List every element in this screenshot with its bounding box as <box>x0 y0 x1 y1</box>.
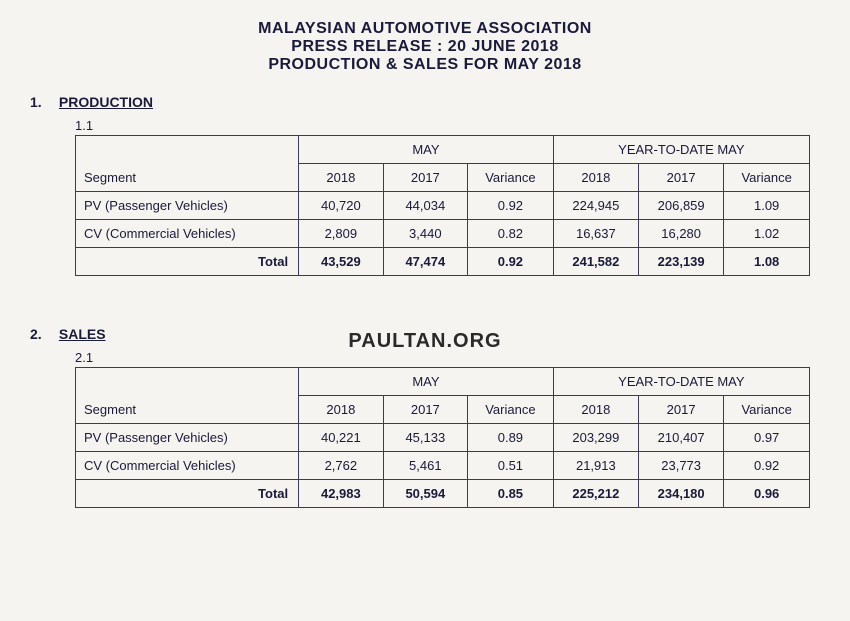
sales-table-wrapper: Segment MAY YEAR-TO-DATE MAY 2018 2017 V… <box>75 367 810 508</box>
data-cell: 0.82 <box>468 220 554 248</box>
data-cell: 0.92 <box>468 192 554 220</box>
table-row: Segment MAY YEAR-TO-DATE MAY <box>76 368 810 396</box>
total-cell: 234,180 <box>639 480 724 508</box>
production-table-wrapper: Segment MAY YEAR-TO-DATE MAY 2018 2017 V… <box>75 135 810 276</box>
total-label: Total <box>76 248 299 276</box>
section-production: 1. PRODUCTION 1.1 Segment MAY YEAR-TO-DA… <box>30 94 820 276</box>
total-cell: 42,983 <box>299 480 383 508</box>
sales-table: Segment MAY YEAR-TO-DATE MAY 2018 2017 V… <box>75 367 810 508</box>
section-heading-production: 1. PRODUCTION <box>30 94 820 110</box>
data-cell: 210,407 <box>639 424 724 452</box>
data-cell: 206,859 <box>639 192 724 220</box>
col-header: 2017 <box>639 396 724 424</box>
period-header-ytd: YEAR-TO-DATE MAY <box>553 136 809 164</box>
total-cell: 43,529 <box>299 248 383 276</box>
total-cell: 47,474 <box>383 248 467 276</box>
table-row: PV (Passenger Vehicles) 40,221 45,133 0.… <box>76 424 810 452</box>
subsection-num: 2.1 <box>75 350 820 365</box>
data-cell: 16,280 <box>639 220 724 248</box>
table-total-row: Total 43,529 47,474 0.92 241,582 223,139… <box>76 248 810 276</box>
production-table: Segment MAY YEAR-TO-DATE MAY 2018 2017 V… <box>75 135 810 276</box>
data-cell: 21,913 <box>553 452 638 480</box>
total-label: Total <box>76 480 299 508</box>
header-release: PRESS RELEASE : 20 JUNE 2018 <box>30 38 820 56</box>
section-title: SALES <box>59 326 106 342</box>
data-cell: 203,299 <box>553 424 638 452</box>
total-cell: 223,139 <box>639 248 724 276</box>
data-cell: 0.89 <box>468 424 554 452</box>
segment-cell: PV (Passenger Vehicles) <box>76 424 299 452</box>
segment-cell: CV (Commercial Vehicles) <box>76 220 299 248</box>
table-row: Segment MAY YEAR-TO-DATE MAY <box>76 136 810 164</box>
segment-cell: CV (Commercial Vehicles) <box>76 452 299 480</box>
table-row: PV (Passenger Vehicles) 40,720 44,034 0.… <box>76 192 810 220</box>
period-header-may: MAY <box>299 368 554 396</box>
data-cell: 5,461 <box>383 452 467 480</box>
data-cell: 1.02 <box>724 220 810 248</box>
data-cell: 224,945 <box>553 192 638 220</box>
col-header: 2018 <box>299 396 383 424</box>
data-cell: 2,809 <box>299 220 383 248</box>
data-cell: 45,133 <box>383 424 467 452</box>
table-total-row: Total 42,983 50,594 0.85 225,212 234,180… <box>76 480 810 508</box>
subsection-num: 1.1 <box>75 118 820 133</box>
section-num: 2. <box>30 326 55 342</box>
col-header: Variance <box>468 396 554 424</box>
segment-header: Segment <box>76 136 299 192</box>
total-cell: 0.92 <box>468 248 554 276</box>
col-header: Variance <box>724 396 810 424</box>
total-cell: 241,582 <box>553 248 638 276</box>
total-cell: 0.96 <box>724 480 810 508</box>
col-header: 2018 <box>299 164 383 192</box>
period-header-ytd: YEAR-TO-DATE MAY <box>553 368 809 396</box>
total-cell: 50,594 <box>383 480 467 508</box>
section-sales: 2. SALES 2.1 Segment MAY YEAR-TO-DATE MA… <box>30 326 820 508</box>
total-cell: 225,212 <box>553 480 638 508</box>
table-row: CV (Commercial Vehicles) 2,809 3,440 0.8… <box>76 220 810 248</box>
data-cell: 2,762 <box>299 452 383 480</box>
col-header: 2017 <box>383 396 467 424</box>
col-header: 2018 <box>553 164 638 192</box>
section-num: 1. <box>30 94 55 110</box>
col-header: 2017 <box>639 164 724 192</box>
data-cell: 23,773 <box>639 452 724 480</box>
data-cell: 1.09 <box>724 192 810 220</box>
document-header: MALAYSIAN AUTOMOTIVE ASSOCIATION PRESS R… <box>30 20 820 74</box>
col-header: Variance <box>468 164 554 192</box>
data-cell: 44,034 <box>383 192 467 220</box>
col-header: Variance <box>724 164 810 192</box>
section-heading-sales: 2. SALES <box>30 326 820 342</box>
total-cell: 1.08 <box>724 248 810 276</box>
header-org: MALAYSIAN AUTOMOTIVE ASSOCIATION <box>30 20 820 38</box>
total-cell: 0.85 <box>468 480 554 508</box>
data-cell: 16,637 <box>553 220 638 248</box>
header-subject: PRODUCTION & SALES FOR MAY 2018 <box>30 56 820 74</box>
col-header: 2017 <box>383 164 467 192</box>
table-row: CV (Commercial Vehicles) 2,762 5,461 0.5… <box>76 452 810 480</box>
data-cell: 40,720 <box>299 192 383 220</box>
segment-header: Segment <box>76 368 299 424</box>
period-header-may: MAY <box>299 136 554 164</box>
section-title: PRODUCTION <box>59 94 153 110</box>
data-cell: 0.97 <box>724 424 810 452</box>
data-cell: 0.92 <box>724 452 810 480</box>
data-cell: 3,440 <box>383 220 467 248</box>
data-cell: 0.51 <box>468 452 554 480</box>
col-header: 2018 <box>553 396 638 424</box>
data-cell: 40,221 <box>299 424 383 452</box>
segment-cell: PV (Passenger Vehicles) <box>76 192 299 220</box>
